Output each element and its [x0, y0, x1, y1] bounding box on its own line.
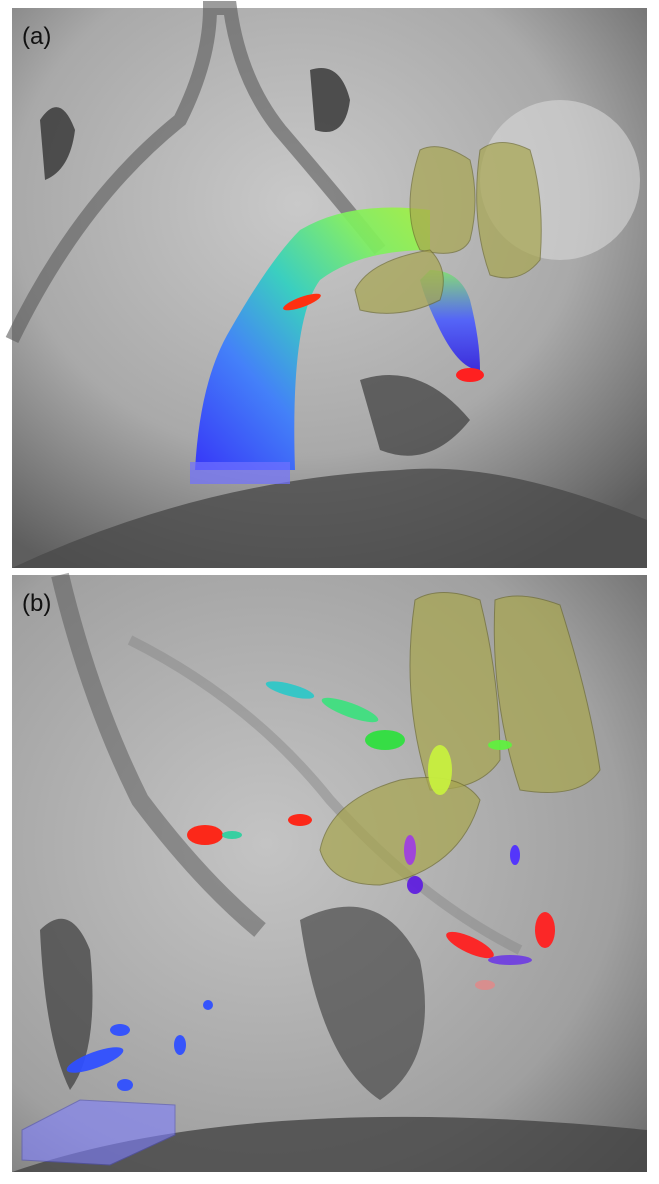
- panel-label: (b): [22, 590, 51, 617]
- figure: (a): [0, 0, 659, 1179]
- panel-label: (a): [22, 23, 51, 50]
- panel-a: (a): [12, 8, 647, 568]
- panel-b: (b): [12, 575, 647, 1172]
